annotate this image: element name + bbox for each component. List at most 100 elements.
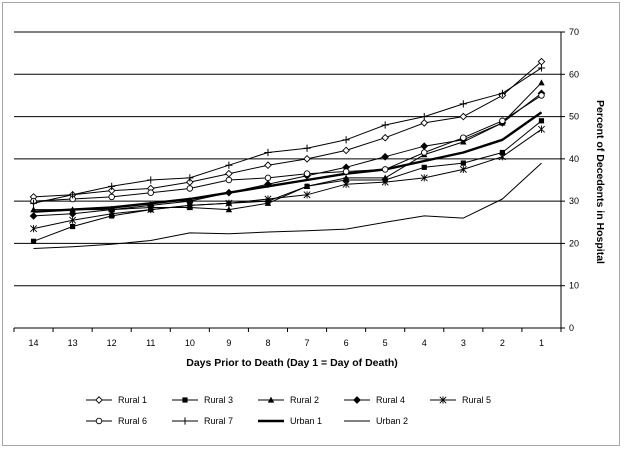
point-rural-6-4 bbox=[421, 149, 428, 156]
x-tick-label-7: 7 bbox=[305, 338, 310, 348]
legend: Rural 1 Rural 3 Rural 2 Rural 4 Rural 5 Rural… bbox=[86, 395, 491, 426]
y-tick-label-40: 40 bbox=[569, 154, 579, 164]
point-rural-5-13 bbox=[69, 216, 77, 224]
series-line-rural-7 bbox=[33, 67, 542, 204]
series-line-urban-2 bbox=[33, 162, 542, 249]
x-axis-title: Days Prior to Death (Day 1 = Day of Deat… bbox=[186, 357, 398, 369]
point-rural-6-11 bbox=[147, 189, 154, 196]
point-rural-2-9 bbox=[225, 206, 233, 213]
point-rural-1-9 bbox=[225, 169, 233, 178]
legend-swatch-marker-rural-5 bbox=[439, 396, 447, 404]
point-rural-3-4 bbox=[421, 164, 427, 170]
x-tick-label-13: 13 bbox=[68, 338, 78, 348]
point-rural-1-7 bbox=[303, 155, 311, 163]
point-rural-4-8 bbox=[264, 180, 272, 189]
x-tick-label-1: 1 bbox=[539, 338, 544, 348]
point-rural-3-14 bbox=[30, 238, 37, 244]
series-line-rural-5 bbox=[33, 128, 542, 230]
legend-item-rural-6: Rural 6 bbox=[86, 416, 147, 426]
x-tick-label-3: 3 bbox=[461, 338, 466, 348]
chart-frame bbox=[2, 2, 620, 446]
y-tick-label-70: 70 bbox=[569, 27, 579, 37]
point-rural-1-3 bbox=[459, 112, 468, 121]
point-rural-6-8 bbox=[264, 174, 272, 182]
point-rural-3-1 bbox=[538, 118, 545, 124]
point-rural-5-1 bbox=[537, 125, 545, 133]
legend-swatch-marker-rural-7 bbox=[181, 417, 189, 425]
point-rural-7-11 bbox=[147, 176, 155, 184]
point-rural-7-2 bbox=[498, 89, 506, 97]
legend-item-rural-3: Rural 3 bbox=[172, 395, 233, 405]
point-rural-1-8 bbox=[264, 161, 272, 170]
legend-swatch-marker-rural-4 bbox=[353, 396, 361, 404]
point-rural-7-3 bbox=[459, 100, 467, 108]
x-tick-label-2: 2 bbox=[500, 338, 505, 348]
point-rural-6-2 bbox=[499, 117, 506, 125]
legend-label-rural-2: Rural 2 bbox=[290, 395, 319, 405]
point-rural-5-2 bbox=[498, 153, 506, 161]
point-rural-7-8 bbox=[264, 148, 272, 157]
legend-swatch-marker-rural-1 bbox=[95, 396, 103, 404]
series-line-rural-6 bbox=[33, 94, 542, 202]
point-rural-1-5 bbox=[381, 133, 390, 142]
point-rural-4-5 bbox=[381, 152, 390, 161]
legend-label-rural-1: Rural 1 bbox=[118, 395, 147, 405]
x-tick-label-5: 5 bbox=[383, 338, 388, 348]
legend-item-rural-1: Rural 1 bbox=[86, 395, 147, 405]
point-rural-5-3 bbox=[459, 165, 467, 174]
point-rural-4-4 bbox=[420, 142, 429, 151]
x-tick-label-12: 12 bbox=[107, 338, 117, 348]
point-rural-6-5 bbox=[381, 166, 389, 173]
point-rural-5-4 bbox=[420, 174, 428, 182]
series-line-rural-4 bbox=[33, 92, 542, 217]
x-tick-label-4: 4 bbox=[422, 338, 427, 348]
point-rural-6-10 bbox=[186, 185, 194, 192]
point-rural-7-4 bbox=[420, 112, 428, 121]
point-rural-7-14 bbox=[29, 199, 38, 207]
point-rural-2-1 bbox=[538, 79, 545, 86]
point-rural-5-5 bbox=[381, 178, 389, 186]
legend-swatch-marker-rural-2 bbox=[267, 396, 275, 403]
point-rural-2-5 bbox=[381, 174, 389, 181]
axes bbox=[13, 31, 565, 332]
point-rural-2-14 bbox=[30, 206, 37, 213]
point-rural-3-3 bbox=[460, 160, 466, 166]
point-rural-7-6 bbox=[342, 136, 350, 144]
point-rural-7-1 bbox=[537, 64, 546, 72]
y-tick-label-60: 60 bbox=[569, 69, 579, 79]
point-rural-1-6 bbox=[342, 146, 350, 155]
x-tick-label-9: 9 bbox=[226, 338, 231, 348]
x-tick-label-8: 8 bbox=[265, 338, 270, 348]
point-rural-6-12 bbox=[108, 193, 115, 201]
legend-label-rural-7: Rural 7 bbox=[204, 416, 233, 426]
legend-label-rural-3: Rural 3 bbox=[204, 395, 233, 405]
x-tick-label-6: 6 bbox=[344, 338, 349, 348]
point-rural-7-5 bbox=[381, 121, 389, 129]
point-rural-6-6 bbox=[342, 168, 350, 175]
point-rural-5-10 bbox=[186, 201, 194, 209]
point-rural-6-7 bbox=[303, 170, 311, 177]
legend-label-urban-2: Urban 2 bbox=[376, 416, 408, 426]
point-rural-7-13 bbox=[69, 191, 77, 199]
y-tick-label-50: 50 bbox=[569, 112, 579, 122]
series-line-rural-3 bbox=[33, 120, 542, 242]
point-rural-2-8 bbox=[264, 199, 272, 206]
series-lines bbox=[33, 61, 543, 249]
point-rural-3-2 bbox=[499, 149, 505, 156]
legend-label-urban-1: Urban 1 bbox=[290, 416, 322, 426]
point-rural-2-7 bbox=[303, 182, 311, 189]
tick-labels: 0 10 20 30 40 50 60 70 14 13 12 11 10 9 8 7 6 5 4 3 2 1 bbox=[29, 27, 579, 348]
legend-label-rural-6: Rural 6 bbox=[118, 416, 147, 426]
x-tick-label-11: 11 bbox=[146, 338, 155, 348]
point-rural-7-12 bbox=[108, 182, 116, 190]
point-rural-5-12 bbox=[108, 210, 116, 218]
x-tick-label-10: 10 bbox=[185, 338, 195, 348]
legend-item-rural-7: Rural 7 bbox=[172, 416, 233, 426]
legend-item-urban-1: Urban 1 bbox=[258, 416, 322, 426]
legend-item-rural-2: Rural 2 bbox=[258, 395, 319, 405]
legend-label-rural-4: Rural 4 bbox=[376, 395, 405, 405]
x-tick-label-14: 14 bbox=[29, 338, 39, 348]
point-rural-7-9 bbox=[225, 161, 233, 169]
point-rural-5-9 bbox=[225, 199, 233, 207]
